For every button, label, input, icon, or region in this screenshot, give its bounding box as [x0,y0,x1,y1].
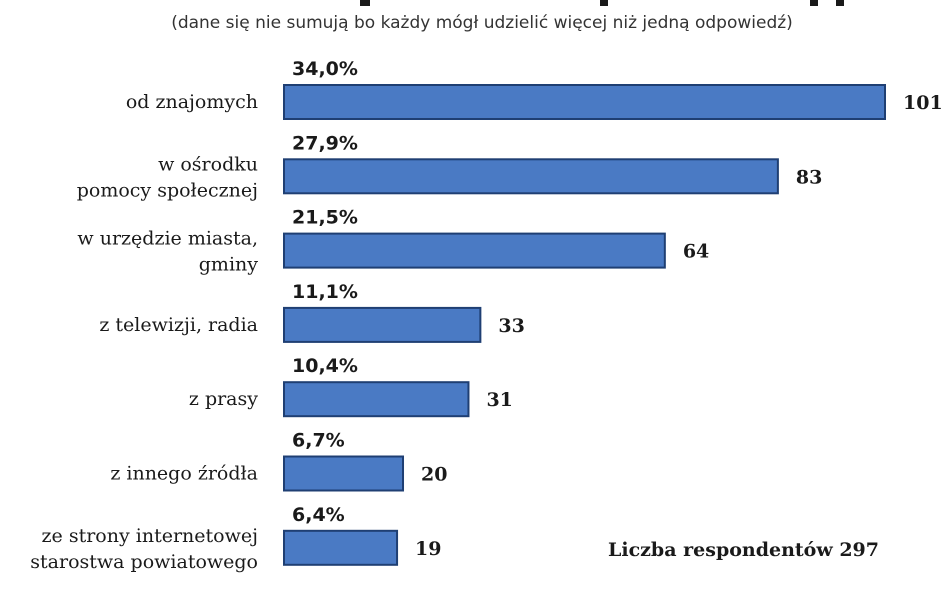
percent-label-3: 11,1% [292,281,358,303]
category-label-0: od znajomych [126,91,258,113]
category-label-3: z telewizji, radia [99,314,258,336]
value-label-6: 19 [415,538,441,560]
percent-label-0: 34,0% [292,58,358,80]
value-label-0: 101 [903,92,943,114]
percent-label-1: 27,9% [292,132,358,154]
value-label-3: 33 [498,315,524,337]
value-label-2: 64 [683,241,709,263]
category-label-4: z prasy [189,388,258,410]
category-label-6: ze strony internetowej starostwa powiatow… [30,525,258,573]
bar-4 [283,381,470,418]
bar-6 [283,529,399,566]
percent-label-2: 21,5% [292,207,358,229]
title-remnant [360,0,844,6]
category-label-5: z innego źródła [110,463,258,485]
chart-subtitle: (dane się nie sumują bo każdy mógł udzie… [171,13,793,33]
bar-1 [283,158,779,195]
category-label-1: w ośrodku pomocy społecznej [77,153,258,201]
percent-label-5: 6,7% [292,430,345,452]
category-label-2: w urzędzie miasta, gminy [77,228,258,276]
percent-label-4: 10,4% [292,355,358,377]
bar-3 [283,306,482,343]
value-label-4: 31 [486,389,512,411]
percent-label-6: 6,4% [292,504,345,526]
respondents-count: Liczba respondentów 297 [608,539,879,561]
bar-0 [283,84,886,120]
bars-layer: 34,0% 101 od znajomych 27,9% 83 w ośrodku pomo… [30,58,942,573]
bar-2 [283,232,666,269]
value-label-5: 20 [421,464,447,486]
value-label-1: 83 [796,166,822,188]
bar-5 [283,455,405,492]
